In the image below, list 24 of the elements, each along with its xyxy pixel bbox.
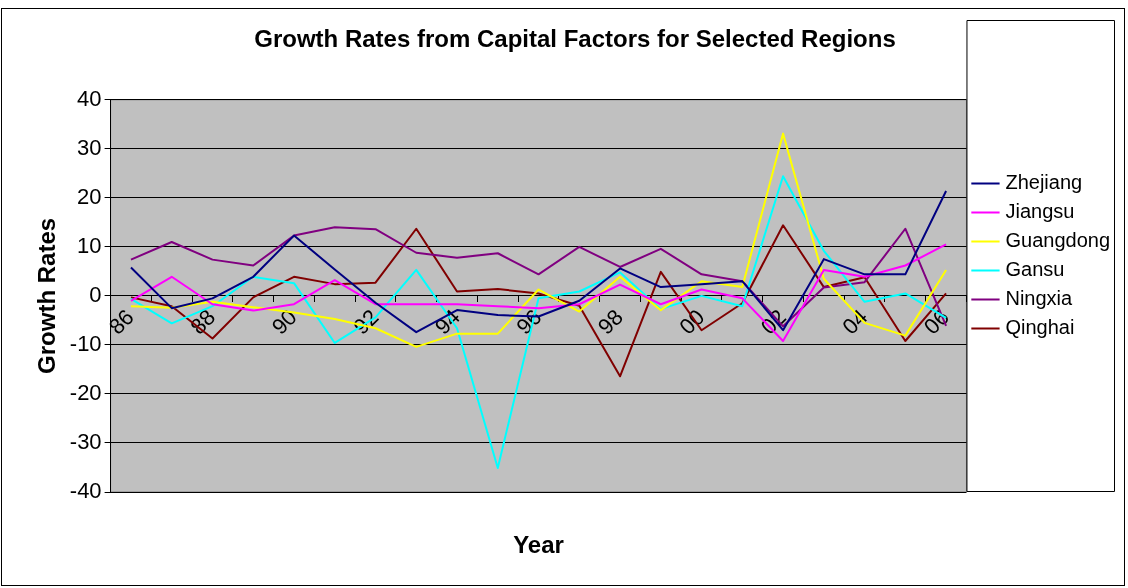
chart-title: Growth Rates from Capital Factors for Selected Regions [254, 25, 896, 53]
y-tick-label: 10 [77, 232, 102, 258]
legend-label: Guangdong [1005, 229, 1111, 252]
y-axis-title: Growth Rates [33, 217, 61, 374]
y-tick-label: -10 [69, 330, 102, 356]
x-tick-label: 98 [592, 304, 628, 340]
x-axis-title: Year [513, 530, 564, 558]
x-tick-label: 88 [185, 304, 221, 340]
y-tick-label: 30 [77, 134, 102, 160]
y-tick-label: -20 [69, 380, 102, 406]
legend-label: Zhejiang [1005, 171, 1083, 194]
x-tick-label: 04 [837, 304, 873, 340]
x-tick-label: 00 [674, 304, 710, 340]
y-tick-label: 40 [77, 85, 102, 111]
x-tick-label: 86 [103, 304, 139, 340]
legend-label: Qinghai [1005, 316, 1075, 339]
legend-label: Jiangsu [1005, 200, 1075, 223]
x-tick-label: 90 [266, 304, 302, 340]
y-tick-label: 20 [77, 183, 102, 209]
legend-label: Ningxia [1005, 287, 1074, 310]
y-tick-label: 0 [89, 281, 102, 307]
y-tick-label: -30 [69, 429, 102, 455]
legend-label: Gansu [1005, 258, 1065, 281]
y-tick-label: -40 [69, 478, 102, 504]
